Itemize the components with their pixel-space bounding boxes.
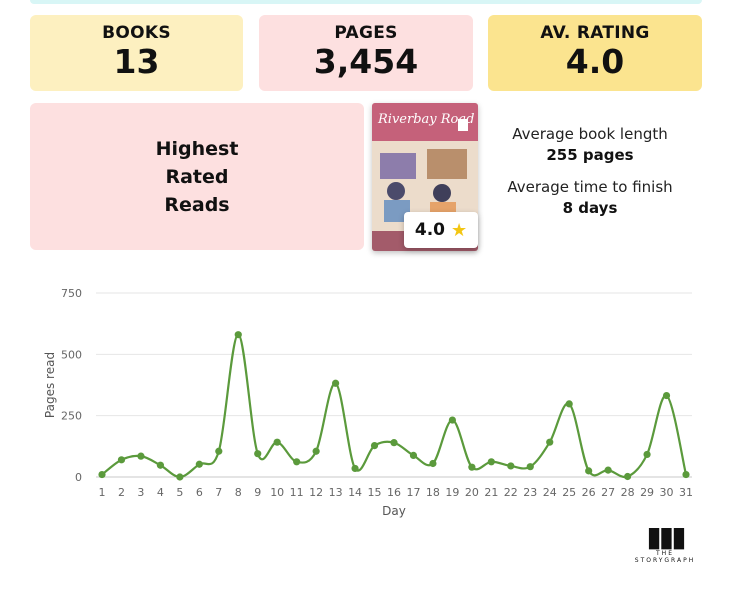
storygraph-logo-icon: ▮▮▮	[646, 520, 686, 553]
data-point	[526, 463, 534, 471]
x-tick-label: 9	[254, 486, 261, 499]
x-tick-label: 30	[660, 486, 674, 499]
x-tick-label: 31	[679, 486, 693, 499]
x-tick-label: 25	[562, 486, 576, 499]
avg-time-label: Average time to finish	[507, 178, 673, 196]
x-tick-label: 12	[309, 486, 323, 499]
logo-line-2: STORYGRAPH	[634, 557, 696, 564]
rating-value: 4.0	[565, 42, 625, 81]
x-tick-label: 13	[329, 486, 343, 499]
y-tick-label: 500	[61, 348, 82, 361]
books-value: 13	[113, 42, 160, 81]
x-tick-label: 10	[270, 486, 284, 499]
data-point	[546, 438, 554, 446]
pages-label: PAGES	[334, 23, 398, 43]
data-point	[273, 438, 281, 446]
x-tick-label: 11	[290, 486, 304, 499]
data-point	[234, 331, 242, 339]
averages-panel: Average book length 255 pages Average ti…	[488, 125, 692, 217]
storygraph-logo: ▮▮▮ THE STORYGRAPH	[628, 520, 702, 565]
data-point	[565, 400, 573, 408]
data-point	[137, 452, 145, 460]
x-tick-label: 4	[157, 486, 164, 499]
highest-rated-card: Highest Rated Reads	[30, 103, 364, 250]
data-point	[215, 447, 223, 455]
series-line	[101, 333, 688, 479]
data-point	[370, 441, 379, 450]
x-tick-label: 6	[196, 486, 203, 499]
highest-line-3: Reads	[164, 193, 230, 216]
data-point	[487, 458, 495, 466]
data-point	[468, 463, 476, 471]
data-point	[682, 470, 690, 479]
highest-line-1: Highest	[155, 137, 239, 160]
books-label: BOOKS	[102, 23, 171, 43]
y-tick-label: 250	[61, 410, 82, 423]
x-tick-label: 22	[504, 486, 518, 499]
x-tick-label: 16	[387, 486, 401, 499]
data-point	[604, 466, 612, 474]
data-point	[643, 450, 651, 459]
data-point	[351, 464, 359, 473]
x-tick-label: 14	[348, 486, 362, 499]
pages-stat-card: PAGES 3,454	[259, 15, 473, 91]
data-point	[254, 450, 262, 458]
x-tick-label: 1	[99, 486, 106, 499]
data-point	[117, 456, 126, 464]
data-point	[312, 447, 320, 455]
x-tick-label: 24	[543, 486, 557, 499]
books-stat-card: BOOKS 13	[30, 15, 243, 91]
data-point	[176, 473, 184, 481]
x-tick-label: 23	[523, 486, 537, 499]
y-tick-label: 750	[61, 287, 82, 300]
data-point	[156, 461, 164, 469]
y-tick-label: 0	[75, 471, 82, 484]
rating-stat-card: AV. RATING 4.0	[488, 15, 702, 91]
data-point	[409, 451, 418, 460]
data-point	[507, 462, 515, 470]
x-tick-label: 8	[235, 486, 242, 499]
avg-time-value: 8 days	[562, 199, 618, 217]
x-tick-label: 29	[640, 486, 654, 499]
data-point	[293, 458, 301, 466]
data-point	[390, 439, 398, 447]
x-tick-label: 2	[118, 486, 125, 499]
data-point	[624, 472, 632, 481]
x-tick-label: 17	[406, 486, 420, 499]
data-point	[448, 416, 456, 424]
highest-line-2: Rated	[165, 165, 229, 188]
avg-length-value: 255 pages	[546, 146, 634, 164]
x-tick-label: 27	[601, 486, 615, 499]
x-tick-label: 3	[137, 486, 144, 499]
rating-label: AV. RATING	[540, 23, 650, 43]
data-point	[585, 467, 593, 475]
book-rating-badge: 4.0 ★	[404, 212, 478, 248]
x-tick-label: 15	[368, 486, 382, 499]
data-point	[662, 391, 671, 400]
avg-length-label: Average book length	[512, 125, 668, 143]
x-tick-label: 5	[176, 486, 183, 499]
x-tick-label: 7	[215, 486, 222, 499]
data-point	[429, 459, 437, 468]
data-point	[332, 379, 340, 387]
x-tick-label: 28	[621, 486, 635, 499]
data-point	[98, 470, 106, 479]
x-tick-label: 21	[484, 486, 498, 499]
star-icon: ★	[450, 219, 468, 241]
x-axis-label: Day	[382, 504, 406, 518]
cover-title: Riverbay Road	[377, 112, 474, 127]
top-strip	[30, 0, 702, 4]
x-tick-label: 26	[582, 486, 596, 499]
logo-line-1: THE	[656, 550, 674, 557]
data-point	[195, 460, 203, 468]
x-tick-label: 18	[426, 486, 440, 499]
book-cover[interactable]: Riverbay Road	[372, 103, 478, 251]
y-axis-label: Pages read	[43, 352, 57, 418]
x-tick-label: 19	[445, 486, 459, 499]
book-rating-value: 4.0	[414, 220, 445, 240]
x-tick-label: 20	[465, 486, 479, 499]
pages-value: 3,454	[313, 42, 419, 81]
